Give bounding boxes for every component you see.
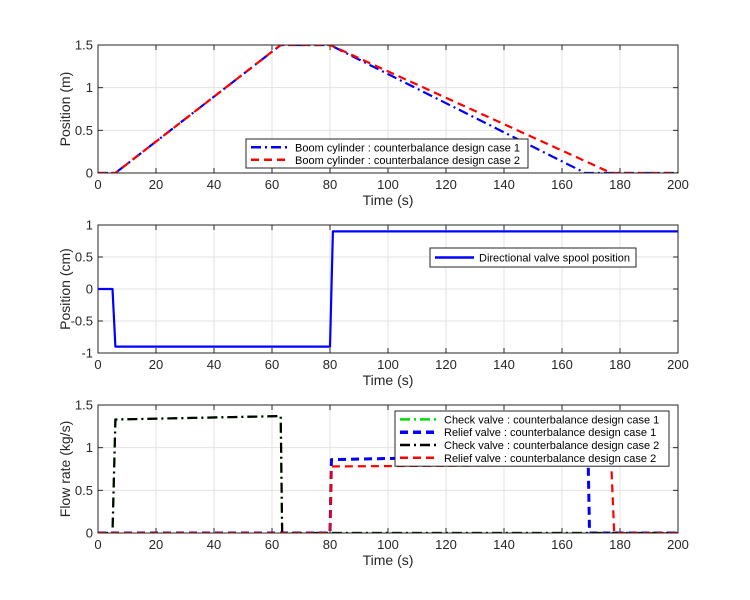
x-axis-label: Time (s): [363, 552, 414, 568]
legend-label-2: Relief valve : counterbalance design cas…: [444, 427, 656, 439]
x-tick-label: 160: [551, 537, 573, 552]
legend-label-1: Check valve : counterbalance design case…: [444, 414, 659, 426]
series-line-1: [98, 230, 678, 348]
legend: Boom cylinder : counterbalance design ca…: [245, 138, 529, 169]
x-tick-label: 100: [377, 537, 399, 552]
legend-label-2: Boom cylinder : counterbalance design ca…: [295, 155, 520, 167]
legend-label-4: Relief valve : counterbalance design cas…: [444, 453, 656, 465]
x-tick-label: 60: [265, 177, 279, 192]
x-axis-label: Time (s): [363, 192, 414, 208]
legend-label-3: Check valve : counterbalance design case…: [444, 440, 659, 452]
x-tick-label: 160: [551, 177, 573, 192]
legend-box: [429, 247, 637, 268]
x-tick-label: 20: [149, 537, 163, 552]
y-tick-label: 1: [86, 80, 93, 95]
y-tick-label: -1: [81, 346, 93, 361]
x-tick-label: 60: [265, 357, 279, 372]
x-tick-label: 40: [207, 537, 221, 552]
y-tick-label: 1.5: [75, 398, 93, 413]
subplot-3: 0 20 40 60 80 100 120 140 160 180 200 0 0.5 1 1.5 Time …: [57, 398, 689, 569]
y-tick-label: 1: [86, 440, 93, 455]
x-tick-label: 120: [435, 177, 457, 192]
x-tick-label: 200: [667, 357, 689, 372]
x-tick-label: 180: [609, 357, 631, 372]
x-tick-label: 140: [493, 177, 515, 192]
x-tick-label: 200: [667, 177, 689, 192]
y-tick-label: 0.5: [75, 123, 93, 138]
axes-box: [97, 404, 679, 534]
x-tick-label: 0: [94, 177, 101, 192]
x-tick-label: 120: [435, 537, 457, 552]
x-tick-label: 100: [377, 357, 399, 372]
legend-label-1: Directional valve spool position: [479, 253, 630, 265]
legend: Check valve : counterbalance design case…: [394, 410, 670, 467]
legend: Directional valve spool position: [429, 247, 637, 268]
y-tick-label: 0: [86, 282, 93, 297]
legend-box: [394, 410, 670, 467]
y-tick-label: 1: [86, 218, 93, 233]
x-tick-label: 80: [323, 537, 337, 552]
x-tick-label: 40: [207, 177, 221, 192]
x-tick-label: 200: [667, 537, 689, 552]
axes-box: [97, 44, 679, 174]
y-tick-label: 0: [86, 166, 93, 181]
x-tick-label: 140: [493, 357, 515, 372]
x-tick-label: 120: [435, 357, 457, 372]
x-tick-label: 60: [265, 537, 279, 552]
x-tick-label: 160: [551, 357, 573, 372]
x-tick-label: 140: [493, 537, 515, 552]
y-tick-label: -0.5: [71, 314, 93, 329]
x-tick-label: 180: [609, 177, 631, 192]
y-tick-label: 0.5: [75, 250, 93, 265]
y-tick-label: 1.5: [75, 38, 93, 53]
x-tick-label: 40: [207, 357, 221, 372]
legend-box: [245, 138, 529, 169]
x-tick-label: 100: [377, 177, 399, 192]
x-tick-label: 80: [323, 357, 337, 372]
y-tick-label: 0.5: [75, 483, 93, 498]
x-tick-label: 20: [149, 357, 163, 372]
x-axis-label: Time (s): [363, 372, 414, 388]
legend-label-1: Boom cylinder : counterbalance design ca…: [295, 142, 520, 154]
x-tick-label: 80: [323, 177, 337, 192]
x-tick-label: 0: [94, 357, 101, 372]
y-axis-label: Flow rate (kg/s): [57, 421, 73, 517]
x-tick-label: 0: [94, 537, 101, 552]
y-tick-label: 0: [86, 526, 93, 541]
subplot-2: 0 20 40 60 80 100 120 140 160 180 200 -1 -0.5 0 0.5 1 Ti…: [57, 218, 689, 389]
subplot-1: 0 20 40 60 80 100 120 140 160 180 200 0 0.5 1 1.5 Time …: [57, 38, 689, 209]
x-tick-label: 180: [609, 537, 631, 552]
y-axis-label: Position (cm): [57, 248, 73, 330]
axes-box: [97, 224, 679, 354]
y-axis-label: Position (m): [57, 72, 73, 147]
x-tick-label: 20: [149, 177, 163, 192]
